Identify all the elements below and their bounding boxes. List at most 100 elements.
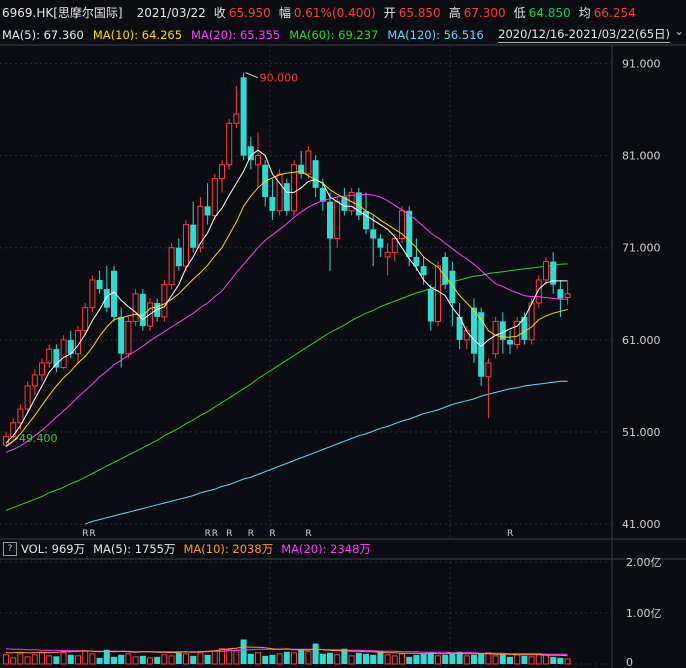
candle-body bbox=[471, 307, 477, 354]
candle-body bbox=[528, 302, 535, 341]
candle-body bbox=[240, 77, 247, 156]
candle bbox=[276, 169, 283, 216]
volume-bar bbox=[53, 656, 60, 664]
help-icon[interactable]: ? bbox=[3, 542, 17, 556]
volume-bar bbox=[391, 655, 398, 665]
volume-bar bbox=[154, 656, 161, 664]
quote-date: 2021/03/22 bbox=[136, 5, 206, 20]
volume-bar bbox=[103, 649, 110, 664]
volume-bar bbox=[161, 654, 168, 665]
volume-bar bbox=[514, 654, 521, 665]
date-range[interactable]: 2020/12/16-2021/03/22(65日) bbox=[498, 27, 670, 43]
ma120-line bbox=[85, 380, 568, 525]
volume-bar bbox=[363, 653, 369, 664]
candle bbox=[341, 187, 348, 216]
candle-body bbox=[175, 247, 182, 267]
volume-bar bbox=[399, 653, 405, 665]
volume-bar bbox=[564, 658, 571, 665]
candle bbox=[384, 243, 391, 276]
volume-tick-label: 1.00亿 bbox=[626, 607, 662, 620]
candle-body bbox=[384, 251, 391, 258]
candle-body bbox=[17, 408, 24, 424]
volume-bar bbox=[226, 649, 233, 665]
rights-mark: R bbox=[205, 529, 211, 539]
volume-bar bbox=[3, 654, 9, 665]
volume-tick-label: 0 bbox=[626, 656, 633, 668]
candle bbox=[82, 303, 89, 336]
volume-bar bbox=[413, 654, 420, 664]
vol-ma10-value: MA(10): 2038万 bbox=[183, 542, 274, 556]
candle-body bbox=[305, 150, 312, 175]
candle bbox=[564, 281, 571, 305]
candle-body bbox=[39, 362, 45, 376]
high-label: 高 bbox=[448, 6, 461, 20]
volume-bar bbox=[111, 656, 117, 664]
close-value: 65.950 bbox=[228, 5, 271, 20]
candle bbox=[427, 284, 434, 331]
candle bbox=[247, 137, 254, 170]
high-annotation: 90.000 bbox=[260, 72, 299, 85]
volume-bar bbox=[442, 654, 449, 664]
candle-body bbox=[276, 173, 283, 212]
volume-bar bbox=[406, 656, 413, 664]
candle bbox=[355, 187, 362, 221]
volume-bar bbox=[550, 656, 557, 664]
candle-body bbox=[420, 266, 427, 276]
candle bbox=[60, 335, 67, 370]
quote-header: 6969.HK[思摩尔国际] 2021/03/22 收 65.950 幅 0.6… bbox=[0, 2, 686, 23]
candle bbox=[233, 86, 240, 128]
low-label: 低 bbox=[513, 6, 526, 20]
candle-body bbox=[139, 293, 146, 327]
candle-body bbox=[413, 256, 420, 267]
volume-bar bbox=[10, 657, 17, 665]
candle bbox=[550, 252, 557, 294]
rights-mark: R bbox=[212, 529, 218, 539]
y-tick-label: 71.000 bbox=[622, 242, 661, 255]
ma-header: MA(5): 67.360 MA(10): 64.265 MA(20): 65.… bbox=[0, 24, 686, 45]
y-tick-label: 41.000 bbox=[622, 518, 661, 531]
open-label: 开 bbox=[383, 6, 396, 20]
candle-body bbox=[427, 289, 434, 322]
volume-bar bbox=[528, 656, 535, 665]
candle bbox=[334, 197, 341, 248]
candle bbox=[399, 206, 405, 244]
volume-bar bbox=[39, 652, 45, 665]
candle bbox=[53, 344, 60, 373]
volume-bar bbox=[262, 655, 269, 664]
candle-body bbox=[521, 316, 528, 340]
volume-bar bbox=[283, 651, 290, 664]
candle bbox=[377, 233, 384, 257]
candle bbox=[449, 261, 456, 327]
volume-bar bbox=[291, 652, 297, 665]
volume-bar bbox=[168, 655, 175, 665]
volume-bar bbox=[471, 654, 477, 664]
volume-bar bbox=[492, 655, 499, 665]
open-value: 65.850 bbox=[398, 5, 441, 20]
volume-bar bbox=[60, 652, 67, 665]
volume-bar bbox=[521, 655, 528, 664]
candle-body bbox=[211, 178, 218, 216]
rights-mark: R bbox=[82, 529, 88, 539]
candle bbox=[471, 298, 477, 363]
stock-symbol: 6969.HK[思摩尔国际] bbox=[2, 6, 123, 20]
ma20-line bbox=[5, 193, 568, 453]
candle-body bbox=[449, 270, 456, 304]
candle bbox=[507, 330, 513, 354]
candle-body bbox=[391, 238, 398, 253]
volume-bar bbox=[17, 653, 24, 665]
volume-bar bbox=[334, 654, 341, 665]
candle-body bbox=[219, 164, 225, 180]
candle-body bbox=[492, 320, 499, 355]
candle-body bbox=[82, 307, 89, 332]
chevron-down-icon[interactable]: ⌄ bbox=[673, 24, 684, 38]
volume-bar bbox=[118, 654, 125, 664]
candle bbox=[535, 275, 542, 308]
close-label: 收 bbox=[213, 6, 226, 20]
volume-bar bbox=[305, 651, 312, 665]
volume-bar bbox=[377, 650, 384, 664]
volume-bar bbox=[233, 650, 240, 665]
candle bbox=[226, 118, 233, 170]
candle-body bbox=[161, 284, 168, 318]
low-annotation: 49.400 bbox=[19, 432, 58, 445]
